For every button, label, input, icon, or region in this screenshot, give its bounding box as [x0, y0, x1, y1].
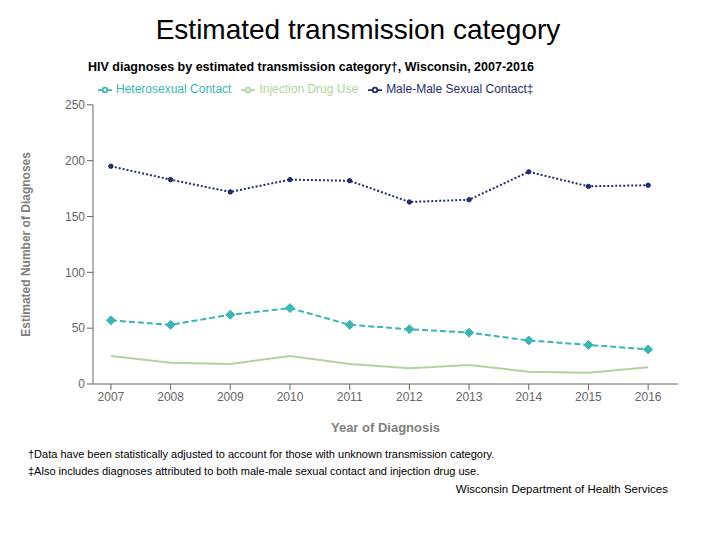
svg-text:Year of Diagnosis: Year of Diagnosis: [331, 420, 440, 435]
svg-text:100: 100: [65, 266, 85, 280]
svg-text:2014: 2014: [515, 390, 542, 404]
svg-text:2015: 2015: [575, 390, 602, 404]
svg-text:250: 250: [65, 98, 85, 112]
html-text:†Data have been statistically: †Data have been statistically adjusted t…: [28, 448, 495, 460]
html-text:Male-Male Sexual Contact‡: Male-Male Sexual Contact‡: [386, 82, 534, 96]
svg-text:0: 0: [78, 377, 85, 391]
html-text:Injection Drug Use: Injection Drug Use: [259, 82, 359, 96]
html-text:Estimated transmission categor: Estimated transmission category: [155, 14, 561, 45]
svg-text:Estimated Number of Diagnoses: Estimated Number of Diagnoses: [19, 152, 33, 337]
svg-text:200: 200: [65, 154, 85, 168]
html-text:Wisconsin Department of Health: Wisconsin Department of Health Services: [455, 483, 668, 495]
svg-text:2013: 2013: [456, 390, 483, 404]
html-text:HIV diagnoses by estimated tra: HIV diagnoses by estimated transmission …: [88, 60, 534, 74]
html-text:Heterosexual Contact: Heterosexual Contact: [116, 82, 232, 96]
svg-text:2011: 2011: [337, 390, 363, 404]
svg-text:50: 50: [72, 321, 86, 335]
svg-text:2010: 2010: [277, 390, 304, 404]
svg-text:2008: 2008: [157, 390, 184, 404]
html-text:‡Also includes diagnoses attri: ‡Also includes diagnoses attributed to b…: [28, 465, 480, 477]
svg-text:150: 150: [65, 210, 85, 224]
svg-text:2016: 2016: [635, 390, 662, 404]
svg-text:2007: 2007: [98, 390, 125, 404]
svg-text:2012: 2012: [396, 390, 423, 404]
svg-text:2009: 2009: [217, 390, 244, 404]
